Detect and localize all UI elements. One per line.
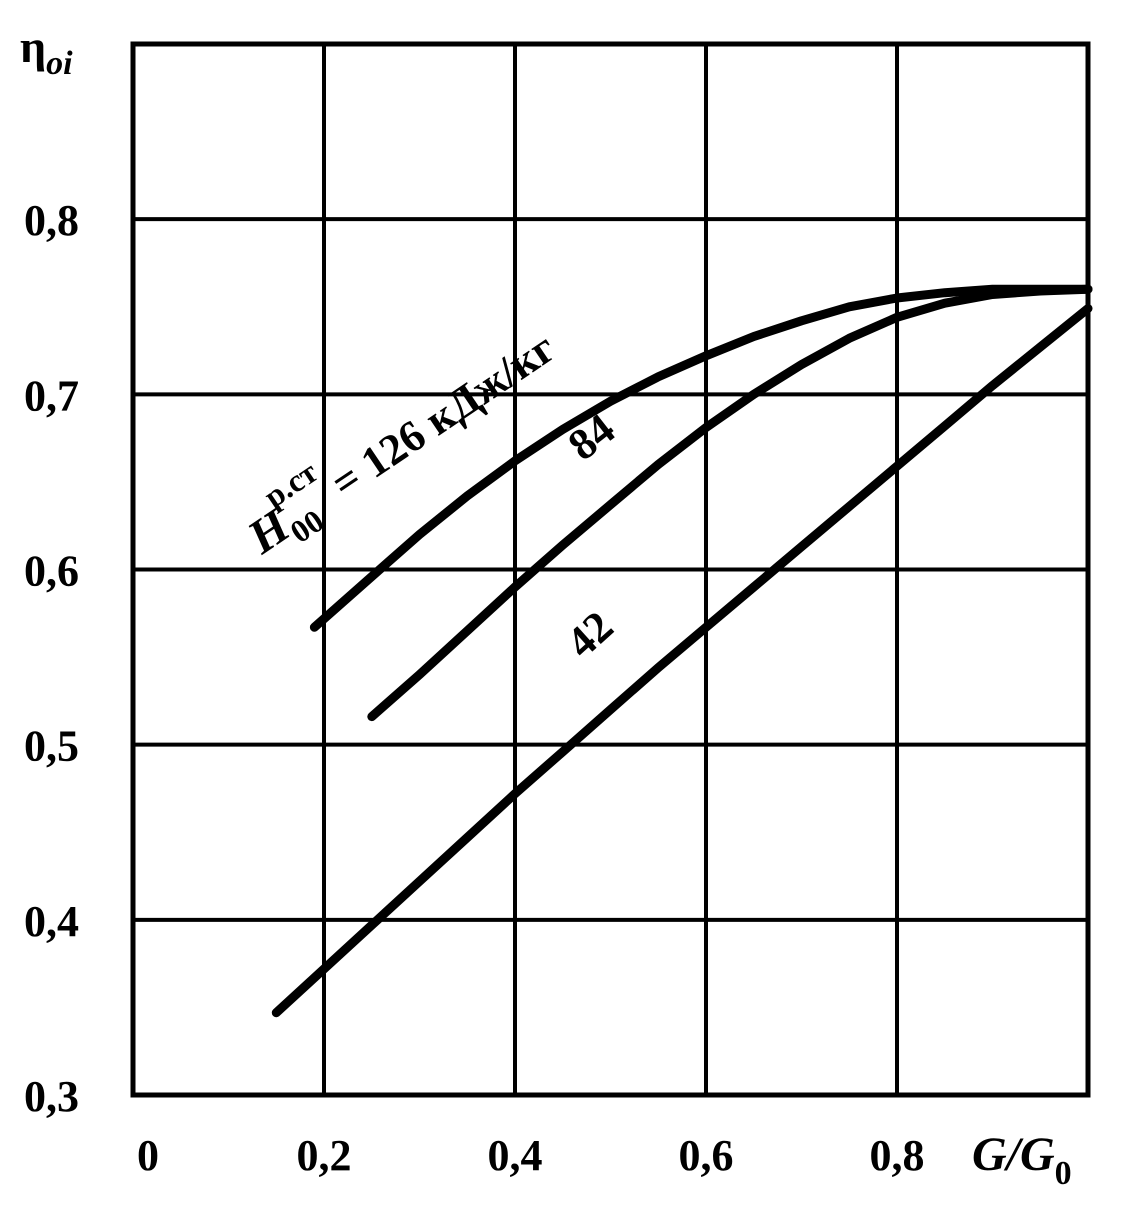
plot-frame [130, 41, 1091, 1098]
series-line-84 [367, 284, 1093, 722]
grid [133, 44, 1088, 1095]
series-line-42 [271, 304, 1093, 1018]
y-axis-title-subscript: oi [46, 45, 73, 82]
x-tick-label: 0 [137, 1131, 159, 1180]
x-tick-label: 0,8 [870, 1131, 925, 1180]
y-tick-label: 0,5 [24, 722, 79, 771]
x-tick-label: 0,6 [679, 1131, 734, 1180]
y-tick-label: 0,7 [24, 371, 79, 420]
series-line-126 [309, 284, 1093, 632]
x-axis-title-subscript: 0 [1055, 1155, 1072, 1192]
tick-labels: 0 0,2 0,4 0,6 0,8 0,3 0,4 0,5 0,6 0,7 0,8 [24, 196, 925, 1180]
x-axis-title: G/G0 [972, 1128, 1072, 1192]
y-tick-label: 0,4 [24, 897, 79, 946]
y-axis-title: ηoi [20, 21, 73, 82]
y-tick-label: 0,6 [24, 547, 79, 596]
y-tick-label: 0,3 [24, 1072, 79, 1121]
x-tick-label: 0,4 [488, 1131, 543, 1180]
y-tick-label: 0,8 [24, 196, 79, 245]
series-lines [271, 284, 1093, 1018]
y-axis-title-main: η [20, 21, 46, 72]
x-axis-title-main: G/G [972, 1128, 1055, 1181]
x-tick-label: 0,2 [297, 1131, 352, 1180]
